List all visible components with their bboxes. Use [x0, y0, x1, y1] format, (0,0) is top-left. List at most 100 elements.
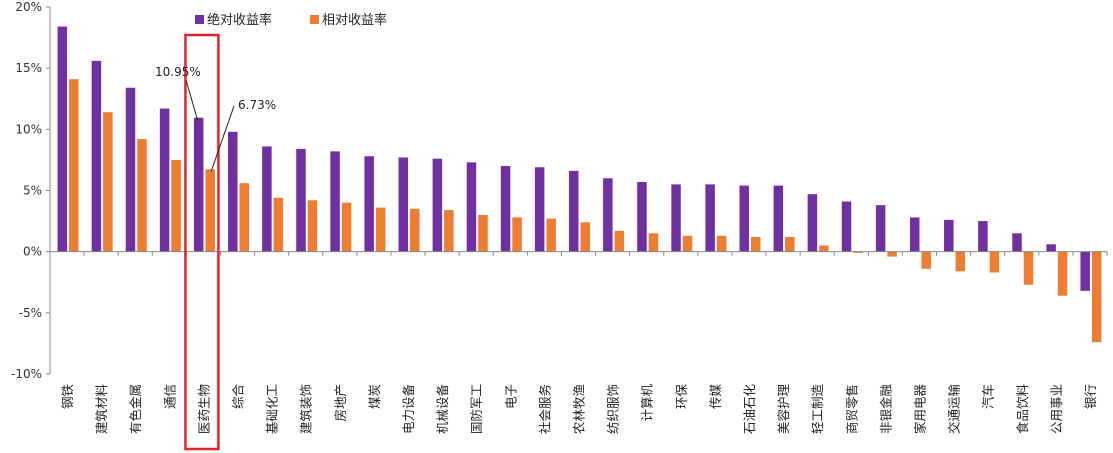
x-category-label: 通信: [162, 384, 177, 409]
relative-return-bar: [955, 251, 966, 272]
x-category-label: 电子: [503, 384, 518, 409]
y-tick-label: -10%: [11, 367, 42, 381]
x-category-label: 汽车: [981, 384, 996, 409]
relative-return-bar: [546, 218, 556, 252]
relative-return-bar: [819, 245, 829, 252]
relative-return-bar: [785, 236, 795, 252]
absolute-return-bar: [739, 185, 749, 252]
x-category-label: 轻工制造: [810, 384, 825, 435]
relative-return-bar: [478, 214, 488, 252]
relative-return-bar: [273, 197, 284, 252]
x-category-label: 建筑材料: [94, 384, 109, 435]
x-category-label: 交通运输: [947, 384, 962, 435]
absolute-return-bar: [807, 194, 818, 252]
x-category-label: 国防军工: [469, 384, 484, 434]
x-category-label: 银行: [1083, 384, 1098, 409]
absolute-return-bar: [1046, 244, 1056, 252]
annotation-leader-line: [185, 79, 198, 120]
y-tick-label: 20%: [15, 0, 42, 14]
x-category-label: 有色金属: [128, 384, 143, 434]
annotation-label: 10.95%: [155, 65, 201, 79]
y-tick-label: 0%: [23, 245, 42, 259]
relative-return-bar: [69, 79, 79, 252]
annotation-label: 6.73%: [238, 98, 276, 112]
absolute-return-bar: [330, 151, 340, 252]
relative-return-bar: [648, 233, 659, 252]
x-category-label: 煤炭: [367, 384, 382, 409]
x-category-label: 电力设备: [401, 384, 416, 435]
relative-return-bar: [614, 230, 625, 252]
x-category-label: 社会服务: [537, 384, 552, 434]
x-category-label: 综合: [231, 384, 246, 410]
x-category-label: 农林牧渔: [572, 384, 587, 434]
legend: 绝对收益率 相对收益率: [195, 12, 387, 28]
x-category-label: 环保: [674, 384, 689, 410]
bars-group: [57, 26, 1102, 343]
legend-label: 相对收益率: [322, 12, 387, 28]
x-category-label: 医药生物: [196, 384, 211, 434]
relative-return-bar: [887, 251, 897, 257]
relative-return-bar: [341, 202, 352, 252]
x-category-label: 纺织服饰: [606, 384, 621, 434]
absolute-return-bar: [193, 117, 204, 252]
absolute-return-bar: [125, 87, 136, 252]
y-axis: -10% -5% 0% 5% 10% 15% 20%: [11, 0, 51, 381]
x-category-label: 计算机: [640, 384, 655, 422]
relative-return-bar: [853, 251, 863, 253]
x-category-label: 钢铁: [60, 384, 75, 410]
y-tick-label: 15%: [15, 61, 42, 75]
absolute-return-bar: [500, 166, 511, 252]
x-category-label: 美容护理: [776, 384, 791, 435]
absolute-return-bar: [909, 217, 920, 252]
absolute-return-bar: [1080, 251, 1090, 291]
relative-return-bar: [1091, 251, 1102, 343]
legend-label: 绝对收益率: [207, 12, 272, 28]
relative-return-bar: [171, 159, 181, 252]
relative-return-bar: [103, 112, 113, 252]
legend-swatch: [310, 15, 319, 24]
x-category-label: 食品饮料: [1015, 384, 1030, 435]
absolute-return-bar: [57, 26, 68, 252]
x-category-label: 房地产: [333, 384, 348, 422]
y-tick-label: -5%: [19, 306, 42, 320]
absolute-return-bar: [637, 181, 647, 252]
x-category-label: 传媒: [708, 384, 723, 410]
absolute-return-bar: [159, 108, 170, 252]
absolute-return-bar: [569, 170, 579, 252]
x-category-label: 建筑装饰: [299, 384, 314, 434]
relative-return-bar: [580, 222, 590, 252]
absolute-return-bar: [603, 178, 613, 252]
absolute-return-bar: [228, 131, 238, 252]
absolute-return-bar: [296, 148, 306, 252]
x-axis: 钢铁 建筑材料 有色金属 通信 医药生物 综合 基础化工 建筑装饰 房地产 煤炭 电力设备 机械设备 国…: [50, 251, 1108, 435]
x-category-label: 机械设备: [435, 384, 450, 435]
absolute-return-bar: [1012, 233, 1022, 252]
relative-return-bar: [512, 217, 522, 252]
y-tick-label: 5%: [23, 184, 42, 198]
absolute-return-bar: [91, 60, 102, 252]
absolute-return-bar: [978, 221, 988, 252]
relative-return-bar: [750, 236, 761, 252]
relative-return-bar: [307, 200, 318, 252]
annotation-leader-line: [210, 105, 235, 172]
relative-return-bar: [1057, 251, 1068, 296]
x-category-label: 商贸零售: [844, 384, 859, 434]
highlight-group: [184, 33, 220, 451]
relative-return-bar: [239, 183, 250, 252]
x-category-label: 公用事业: [1049, 384, 1064, 434]
x-category-label: 石油石化: [742, 384, 757, 435]
y-tick-label: 10%: [15, 122, 42, 136]
absolute-return-bar: [773, 185, 784, 252]
absolute-return-bar: [262, 146, 272, 252]
absolute-return-bar: [875, 205, 886, 252]
absolute-return-bar: [534, 167, 545, 252]
relative-return-bar: [682, 235, 693, 252]
relative-return-bar: [205, 169, 215, 252]
highlight-box: [184, 33, 220, 451]
absolute-return-bar: [841, 201, 852, 252]
absolute-return-bar: [705, 184, 715, 252]
relative-return-bar: [137, 139, 147, 252]
legend-swatch: [195, 15, 204, 24]
x-category-label: 非银金融: [878, 384, 893, 435]
